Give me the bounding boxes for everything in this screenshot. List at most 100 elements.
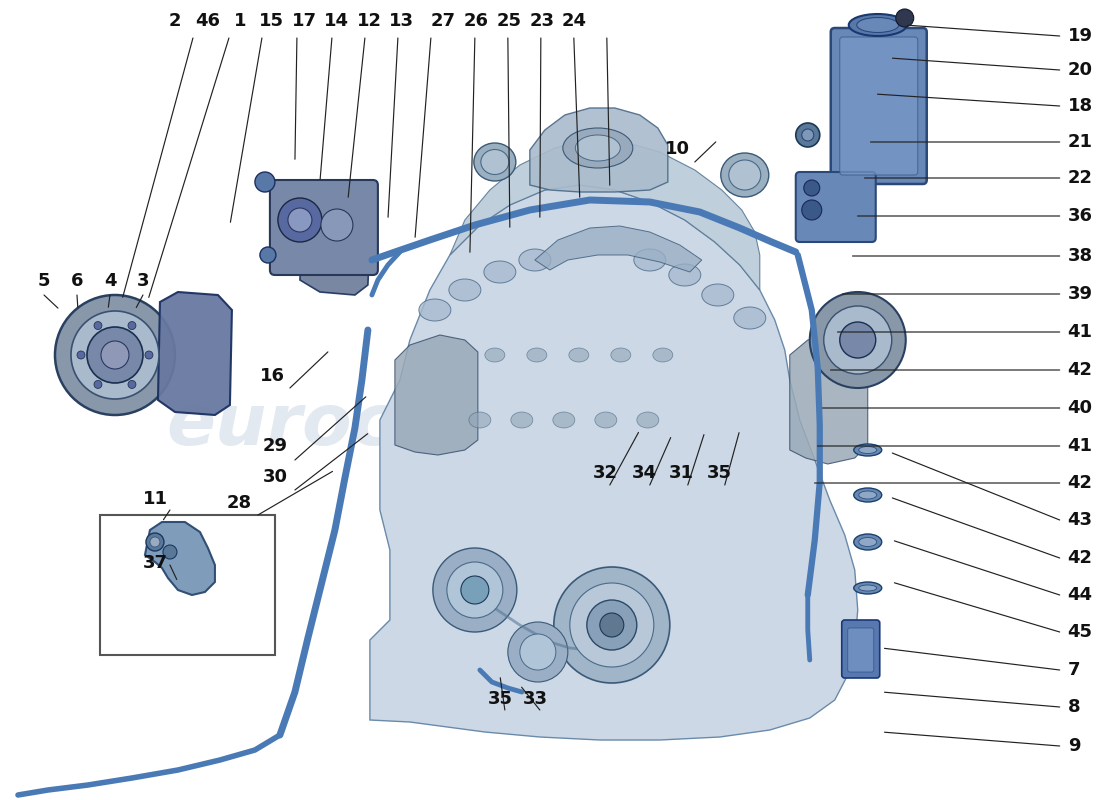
Ellipse shape <box>419 299 451 321</box>
Ellipse shape <box>849 14 906 36</box>
Text: 27: 27 <box>430 12 455 30</box>
Circle shape <box>146 533 164 551</box>
Ellipse shape <box>553 412 575 428</box>
Text: 35: 35 <box>487 690 513 708</box>
Text: 31: 31 <box>669 464 694 482</box>
Circle shape <box>804 180 820 196</box>
Ellipse shape <box>734 307 766 329</box>
FancyBboxPatch shape <box>839 37 917 175</box>
Text: 33: 33 <box>522 690 548 708</box>
Circle shape <box>461 576 488 604</box>
Bar <box>100 515 275 655</box>
Ellipse shape <box>854 534 882 550</box>
Ellipse shape <box>859 585 877 591</box>
Text: 40: 40 <box>1068 399 1092 417</box>
Ellipse shape <box>857 18 899 33</box>
Text: 38: 38 <box>1068 247 1092 265</box>
Polygon shape <box>530 108 668 192</box>
Text: 35: 35 <box>707 464 733 482</box>
Circle shape <box>810 292 905 388</box>
Text: 8: 8 <box>1068 698 1080 716</box>
Ellipse shape <box>634 249 665 271</box>
Text: 41: 41 <box>1068 323 1092 341</box>
Ellipse shape <box>720 153 769 197</box>
Circle shape <box>278 198 322 242</box>
Text: 2: 2 <box>168 12 182 30</box>
Text: 45: 45 <box>1068 623 1092 641</box>
Text: 16: 16 <box>260 367 285 385</box>
Circle shape <box>288 208 312 232</box>
Circle shape <box>260 247 276 263</box>
Circle shape <box>553 567 670 683</box>
Ellipse shape <box>569 348 589 362</box>
Text: 44: 44 <box>1068 586 1092 604</box>
Ellipse shape <box>859 446 877 454</box>
Text: 43: 43 <box>1068 511 1092 529</box>
Circle shape <box>586 600 637 650</box>
Circle shape <box>520 634 556 670</box>
Ellipse shape <box>519 249 551 271</box>
Circle shape <box>600 613 624 637</box>
Text: 11: 11 <box>143 490 167 508</box>
Circle shape <box>128 381 136 389</box>
Ellipse shape <box>702 284 734 306</box>
Text: 42: 42 <box>1068 474 1092 492</box>
Circle shape <box>570 583 653 667</box>
FancyBboxPatch shape <box>830 28 926 184</box>
Ellipse shape <box>474 143 516 181</box>
Text: 36: 36 <box>1068 207 1092 225</box>
Polygon shape <box>300 225 370 295</box>
Text: 32: 32 <box>592 464 617 482</box>
Text: 42: 42 <box>1068 549 1092 567</box>
Circle shape <box>895 9 914 27</box>
Text: 20: 20 <box>1068 61 1092 79</box>
Ellipse shape <box>854 488 882 502</box>
Text: 17: 17 <box>293 12 318 30</box>
FancyBboxPatch shape <box>270 180 378 275</box>
Text: 21: 21 <box>1068 133 1092 151</box>
Text: 9: 9 <box>1068 737 1080 755</box>
FancyBboxPatch shape <box>848 628 873 672</box>
Text: 12: 12 <box>358 12 383 30</box>
Circle shape <box>802 200 822 220</box>
Text: 46: 46 <box>196 12 220 30</box>
Circle shape <box>101 341 129 369</box>
Circle shape <box>87 327 143 383</box>
Circle shape <box>321 209 353 241</box>
Ellipse shape <box>563 128 632 168</box>
Text: 3: 3 <box>136 272 150 290</box>
Polygon shape <box>535 226 702 272</box>
Ellipse shape <box>469 412 491 428</box>
Text: 23: 23 <box>529 12 554 30</box>
Ellipse shape <box>527 348 547 362</box>
Ellipse shape <box>859 538 877 546</box>
Polygon shape <box>158 292 232 415</box>
Circle shape <box>163 545 177 559</box>
Circle shape <box>145 351 153 359</box>
Circle shape <box>128 322 136 330</box>
Text: 15: 15 <box>260 12 285 30</box>
Text: 24: 24 <box>561 12 586 30</box>
Text: 42: 42 <box>1068 361 1092 379</box>
Ellipse shape <box>729 160 761 190</box>
Ellipse shape <box>637 412 659 428</box>
Circle shape <box>824 306 892 374</box>
Text: 29: 29 <box>263 437 288 455</box>
Circle shape <box>795 123 820 147</box>
Polygon shape <box>450 140 760 290</box>
Text: 25: 25 <box>496 12 521 30</box>
Text: 19: 19 <box>1068 27 1092 45</box>
Ellipse shape <box>610 348 630 362</box>
Ellipse shape <box>484 261 516 283</box>
Text: 10: 10 <box>664 140 690 158</box>
Circle shape <box>94 322 102 330</box>
Ellipse shape <box>510 412 532 428</box>
Text: 22: 22 <box>1068 169 1092 187</box>
Text: 30: 30 <box>263 468 288 486</box>
Ellipse shape <box>481 150 509 174</box>
Text: 39: 39 <box>1068 285 1092 303</box>
Circle shape <box>55 295 175 415</box>
Text: 4: 4 <box>103 272 117 290</box>
Text: 37: 37 <box>143 554 167 572</box>
Circle shape <box>433 548 517 632</box>
